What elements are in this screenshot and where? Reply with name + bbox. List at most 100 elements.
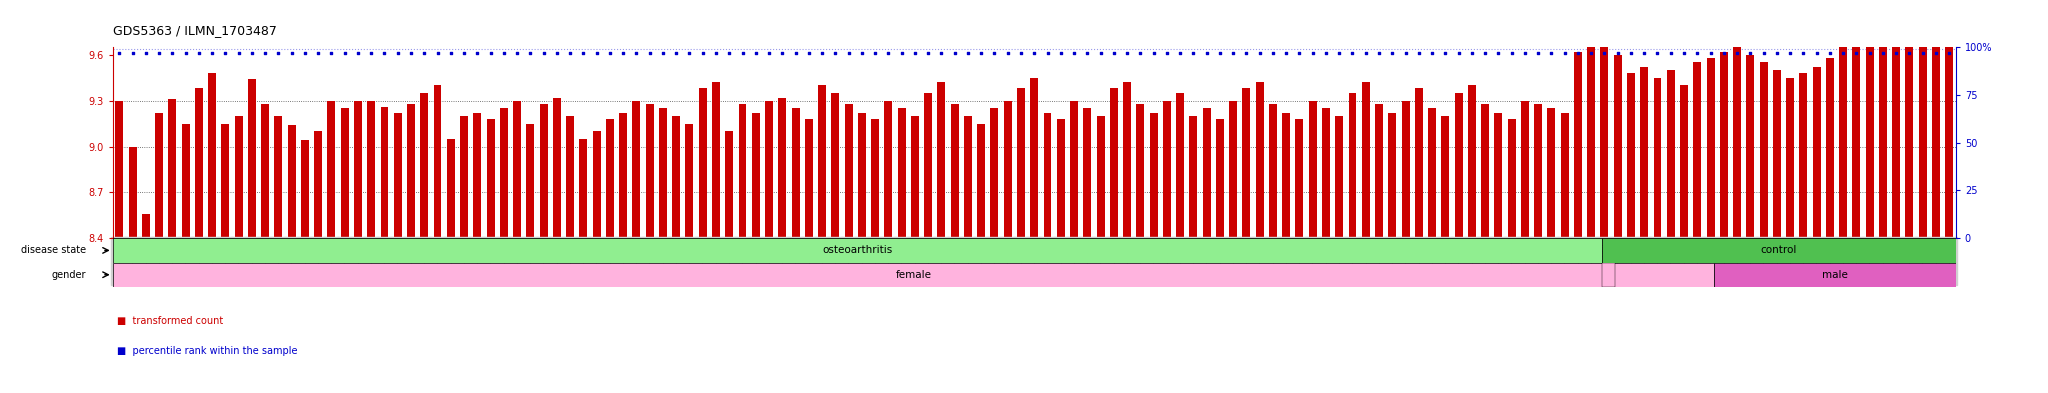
Bar bbox=[618, 113, 627, 238]
Point bbox=[1098, 50, 1130, 56]
Point bbox=[700, 50, 733, 56]
Point bbox=[449, 50, 481, 56]
Bar bbox=[115, 101, 123, 238]
Bar bbox=[1946, 9, 1954, 238]
Point bbox=[1587, 50, 1620, 56]
Point bbox=[1190, 50, 1223, 56]
Point bbox=[713, 50, 745, 56]
Bar bbox=[1323, 108, 1329, 238]
Bar bbox=[408, 104, 416, 238]
Bar bbox=[1018, 88, 1024, 238]
Bar bbox=[340, 108, 348, 238]
Bar bbox=[1548, 108, 1554, 238]
Point bbox=[793, 50, 825, 56]
Bar bbox=[1522, 101, 1530, 238]
Bar bbox=[221, 123, 229, 238]
Point bbox=[369, 50, 401, 56]
Bar bbox=[393, 113, 401, 238]
Bar bbox=[739, 104, 745, 238]
Point bbox=[1640, 50, 1673, 56]
Point bbox=[831, 50, 864, 56]
Point bbox=[461, 50, 494, 56]
Bar bbox=[793, 108, 799, 238]
Point bbox=[1335, 50, 1368, 56]
Point bbox=[1708, 50, 1741, 56]
Text: osteoarthritis: osteoarthritis bbox=[821, 245, 893, 255]
Bar bbox=[1389, 113, 1397, 238]
Point bbox=[1178, 50, 1210, 56]
Point bbox=[1110, 50, 1143, 56]
Bar bbox=[1602, 263, 1616, 287]
Point bbox=[1442, 50, 1475, 56]
Point bbox=[1575, 50, 1608, 56]
Bar bbox=[301, 140, 309, 238]
Point bbox=[117, 50, 150, 56]
Point bbox=[899, 50, 932, 56]
Bar bbox=[565, 116, 573, 238]
Text: gender: gender bbox=[51, 270, 86, 280]
Bar bbox=[313, 131, 322, 238]
Point bbox=[1735, 50, 1767, 56]
Bar bbox=[168, 99, 176, 238]
Point bbox=[422, 50, 455, 56]
Point bbox=[102, 50, 135, 56]
Point bbox=[315, 50, 348, 56]
Bar bbox=[195, 88, 203, 238]
Bar bbox=[1733, 47, 1741, 238]
Bar bbox=[778, 97, 786, 238]
Bar bbox=[1030, 78, 1038, 238]
Point bbox=[1933, 50, 1966, 56]
Point bbox=[1761, 50, 1794, 56]
Bar bbox=[129, 147, 137, 238]
Point bbox=[475, 50, 508, 56]
Bar bbox=[977, 123, 985, 238]
Bar bbox=[752, 113, 760, 238]
Point bbox=[143, 50, 176, 56]
Point bbox=[621, 50, 653, 56]
Point bbox=[526, 50, 559, 56]
Bar bbox=[1892, 32, 1901, 238]
Point bbox=[434, 50, 467, 56]
Point bbox=[1282, 50, 1315, 56]
Bar bbox=[1827, 58, 1833, 238]
Point bbox=[1522, 50, 1554, 56]
Bar bbox=[182, 123, 190, 238]
Text: ■  transformed count: ■ transformed count bbox=[117, 316, 223, 326]
Point bbox=[766, 50, 799, 56]
Bar bbox=[1004, 101, 1012, 238]
Point bbox=[1057, 50, 1090, 56]
Bar bbox=[1442, 116, 1450, 238]
Point bbox=[1536, 50, 1569, 56]
Bar bbox=[1096, 116, 1104, 238]
Bar bbox=[1800, 73, 1806, 238]
Bar bbox=[911, 116, 920, 238]
Point bbox=[1323, 50, 1356, 56]
Bar bbox=[1614, 55, 1622, 238]
Point bbox=[342, 50, 375, 56]
Bar bbox=[1575, 52, 1581, 238]
Bar bbox=[1163, 101, 1171, 238]
Text: ■  percentile rank within the sample: ■ percentile rank within the sample bbox=[117, 346, 297, 356]
Bar bbox=[725, 131, 733, 238]
Bar bbox=[553, 97, 561, 238]
Bar bbox=[924, 93, 932, 238]
Point bbox=[926, 50, 958, 56]
Point bbox=[1151, 50, 1184, 56]
Bar bbox=[1640, 67, 1649, 238]
Bar bbox=[885, 101, 893, 238]
Point bbox=[979, 50, 1012, 56]
Bar bbox=[1362, 82, 1370, 238]
Bar bbox=[1309, 101, 1317, 238]
Point bbox=[754, 50, 786, 56]
Bar bbox=[1667, 70, 1675, 238]
Bar bbox=[1878, 24, 1886, 238]
Bar bbox=[1507, 119, 1516, 238]
Bar bbox=[113, 238, 1602, 263]
Bar bbox=[1149, 113, 1157, 238]
Bar bbox=[844, 104, 852, 238]
Point bbox=[567, 50, 600, 56]
Point bbox=[182, 50, 215, 56]
Bar bbox=[1427, 108, 1436, 238]
Bar bbox=[434, 85, 442, 238]
Bar bbox=[938, 82, 946, 238]
